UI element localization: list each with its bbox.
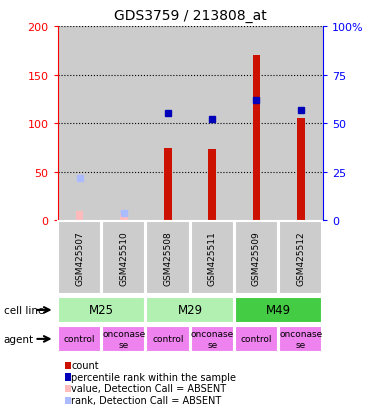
- Text: M25: M25: [89, 304, 114, 317]
- Text: value, Detection Call = ABSENT: value, Detection Call = ABSENT: [72, 383, 227, 393]
- Bar: [102, 222, 145, 294]
- Bar: [279, 222, 322, 294]
- Bar: [234, 27, 279, 221]
- Text: GSM425512: GSM425512: [296, 231, 305, 285]
- Title: GDS3759 / 213808_at: GDS3759 / 213808_at: [114, 9, 266, 23]
- Bar: [58, 27, 102, 221]
- Bar: [279, 326, 322, 352]
- Bar: [102, 326, 145, 352]
- Bar: [146, 27, 190, 221]
- Text: onconase
se: onconase se: [102, 330, 145, 349]
- Text: GSM425510: GSM425510: [119, 231, 128, 285]
- Bar: [209, 150, 216, 221]
- Bar: [279, 27, 323, 221]
- Bar: [147, 326, 190, 352]
- Text: onconase
se: onconase se: [191, 330, 234, 349]
- Bar: [235, 297, 322, 323]
- Text: percentile rank within the sample: percentile rank within the sample: [72, 372, 236, 382]
- Text: control: control: [64, 335, 95, 344]
- Text: agent: agent: [4, 334, 34, 344]
- Text: rank, Detection Call = ABSENT: rank, Detection Call = ABSENT: [72, 395, 222, 405]
- Text: cell line: cell line: [4, 305, 44, 315]
- Bar: [58, 297, 145, 323]
- Bar: [164, 148, 172, 221]
- Bar: [297, 119, 305, 221]
- Text: onconase
se: onconase se: [279, 330, 322, 349]
- Bar: [76, 211, 83, 221]
- Text: GSM425509: GSM425509: [252, 231, 261, 285]
- Bar: [191, 326, 234, 352]
- Bar: [191, 222, 234, 294]
- Text: control: control: [241, 335, 272, 344]
- Text: GSM425511: GSM425511: [208, 231, 217, 285]
- Bar: [58, 222, 101, 294]
- Bar: [58, 326, 101, 352]
- Text: GSM425507: GSM425507: [75, 231, 84, 285]
- Text: count: count: [72, 360, 99, 370]
- Bar: [190, 27, 234, 221]
- Bar: [147, 222, 190, 294]
- Bar: [235, 222, 278, 294]
- Bar: [102, 27, 146, 221]
- Bar: [120, 214, 128, 221]
- Bar: [253, 56, 260, 221]
- Text: M49: M49: [266, 304, 291, 317]
- Bar: [147, 297, 234, 323]
- Text: control: control: [152, 335, 184, 344]
- Text: M29: M29: [178, 304, 203, 317]
- Text: GSM425508: GSM425508: [164, 231, 173, 285]
- Bar: [235, 326, 278, 352]
